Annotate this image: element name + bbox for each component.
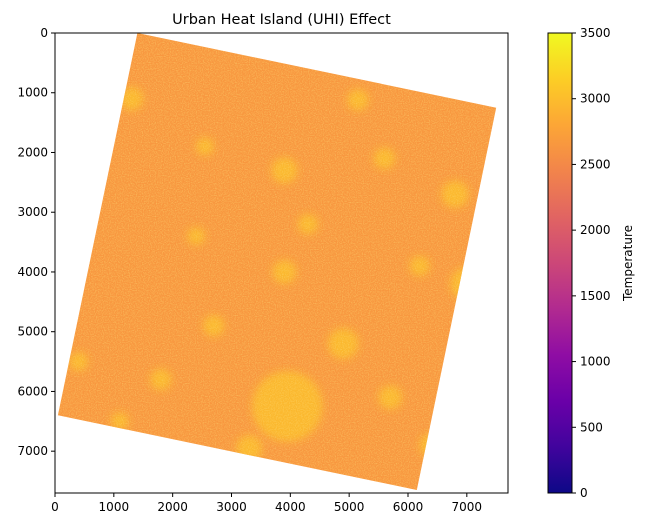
- y-tick-label: 1000: [17, 86, 48, 100]
- y-tick-label: 5000: [17, 325, 48, 339]
- x-tick-label: 2000: [157, 500, 188, 514]
- y-axis: 0 1000 2000 3000 4000 5000 6000 7000: [17, 26, 55, 458]
- y-tick-label: 6000: [17, 384, 48, 398]
- colorbar: 0 500 1000 1500 2000 2500 3000 3500 Temperature: [547, 26, 635, 500]
- colorbar-ticks: 0 500 1000 1500 2000 2500 3000 3500: [572, 26, 611, 500]
- y-tick-label: 4000: [17, 265, 48, 279]
- colorbar-tick-label: 2000: [580, 223, 611, 237]
- x-tick-label: 7000: [452, 500, 483, 514]
- x-axis: 0 1000 2000 3000 4000 5000 6000 7000: [51, 493, 482, 514]
- colorbar-tick-label: 1000: [580, 355, 611, 369]
- colorbar-tick-label: 3500: [580, 26, 611, 40]
- colorbar-tick-label: 500: [580, 420, 603, 434]
- colorbar-label: Temperature: [621, 225, 635, 302]
- x-tick-label: 1000: [99, 500, 130, 514]
- colorbar-tick-label: 1500: [580, 289, 611, 303]
- x-tick-label: 3000: [216, 500, 247, 514]
- colorbar-tick-label: 3000: [580, 92, 611, 106]
- colorbar-tick-label: 0: [580, 486, 588, 500]
- x-tick-label: 5000: [334, 500, 365, 514]
- x-tick-label: 0: [51, 500, 59, 514]
- y-tick-label: 0: [40, 26, 48, 40]
- colorbar-gradient: [547, 32, 573, 494]
- chart-title: Urban Heat Island (UHI) Effect: [172, 12, 391, 28]
- colorbar-tick-label: 2500: [580, 157, 611, 171]
- y-tick-label: 7000: [17, 444, 48, 458]
- plot-frame: [54, 32, 509, 494]
- x-tick-label: 4000: [275, 500, 306, 514]
- plot-area: [54, 32, 509, 494]
- x-tick-label: 6000: [393, 500, 424, 514]
- y-tick-label: 2000: [17, 145, 48, 159]
- y-tick-label: 3000: [17, 205, 48, 219]
